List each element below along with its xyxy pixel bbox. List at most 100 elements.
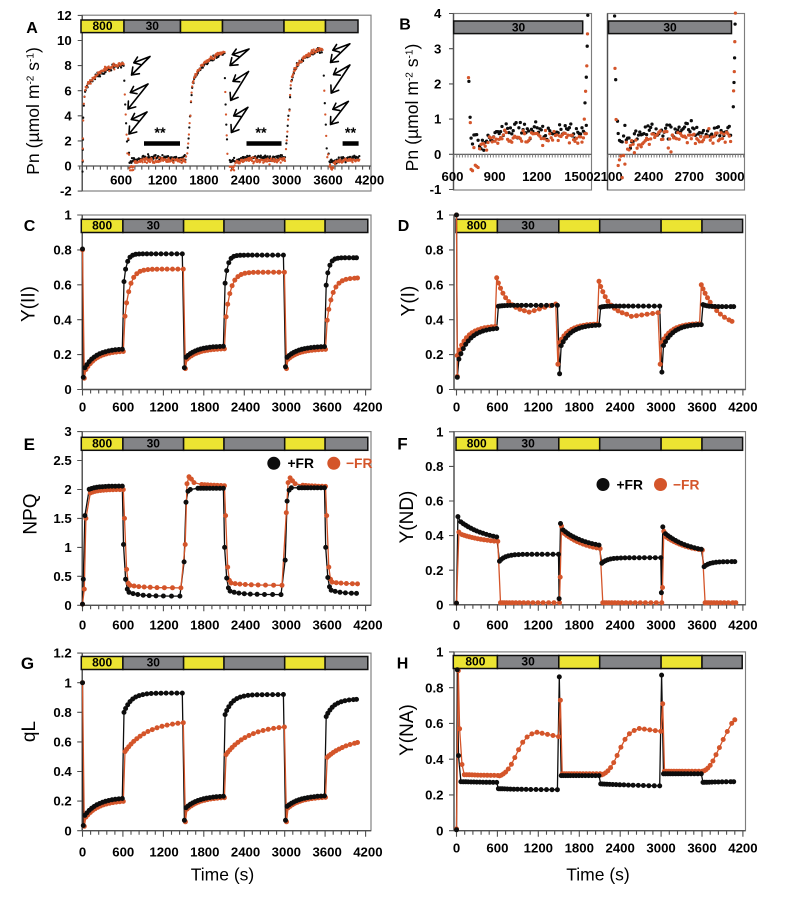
svg-text:1800: 1800	[565, 617, 594, 632]
svg-text:0.6: 0.6	[425, 494, 443, 509]
svg-text:2700: 2700	[675, 169, 704, 184]
svg-text:1.5: 1.5	[53, 511, 71, 526]
svg-text:0.8: 0.8	[53, 243, 71, 258]
svg-text:0.8: 0.8	[53, 705, 71, 720]
svg-text:2: 2	[434, 77, 441, 92]
svg-text:3600: 3600	[312, 400, 341, 415]
svg-text:0: 0	[434, 147, 441, 162]
svg-text:0.5: 0.5	[53, 569, 71, 584]
svg-text:3600: 3600	[312, 617, 341, 632]
svg-text:Pn (µmol m-2 s-1): Pn (µmol m-2 s-1)	[402, 44, 422, 172]
svg-text:0: 0	[436, 382, 443, 397]
svg-text:D: D	[398, 218, 410, 235]
svg-text:C: C	[24, 218, 36, 235]
svg-text:4200: 4200	[728, 841, 757, 856]
svg-text:−FR: −FR	[673, 477, 699, 492]
svg-text:+FR: +FR	[617, 477, 643, 492]
svg-text:4200: 4200	[355, 173, 384, 188]
svg-text:Time (s): Time (s)	[566, 865, 630, 885]
svg-text:2400: 2400	[606, 617, 635, 632]
svg-text:1800: 1800	[190, 617, 219, 632]
svg-text:3: 3	[64, 424, 71, 439]
svg-text:G: G	[21, 654, 34, 673]
svg-text:**: **	[154, 126, 166, 142]
svg-text:0: 0	[79, 617, 86, 632]
svg-text:A: A	[26, 20, 38, 37]
svg-text:1: 1	[436, 645, 443, 660]
svg-text:**: **	[255, 126, 267, 142]
svg-text:0: 0	[79, 844, 86, 859]
svg-text:4: 4	[64, 108, 72, 123]
svg-text:600: 600	[486, 841, 508, 856]
svg-text:B: B	[399, 17, 411, 34]
svg-text:0.4: 0.4	[425, 752, 444, 767]
svg-text:-2: -2	[60, 184, 72, 199]
svg-text:0.4: 0.4	[425, 528, 444, 543]
svg-text:800: 800	[92, 219, 112, 233]
svg-text:0: 0	[64, 823, 71, 838]
svg-text:4200: 4200	[353, 400, 382, 415]
svg-text:−FR: −FR	[346, 456, 372, 471]
svg-text:Y(NA): Y(NA)	[397, 704, 418, 756]
svg-text:4200: 4200	[353, 617, 382, 632]
svg-text:10: 10	[57, 33, 72, 48]
svg-text:8: 8	[64, 58, 71, 73]
svg-text:E: E	[24, 435, 35, 454]
svg-text:2400: 2400	[231, 400, 260, 415]
svg-text:3600: 3600	[687, 400, 716, 415]
svg-text:Y(ND): Y(ND)	[397, 491, 418, 544]
svg-text:0.2: 0.2	[425, 347, 443, 362]
svg-text:F: F	[397, 435, 407, 454]
svg-text:2400: 2400	[634, 169, 663, 184]
svg-text:600: 600	[441, 169, 463, 184]
svg-text:0: 0	[436, 823, 443, 838]
svg-text:1800: 1800	[189, 173, 218, 188]
svg-text:3000: 3000	[646, 400, 675, 415]
svg-text:800: 800	[467, 219, 487, 233]
svg-text:0.8: 0.8	[425, 243, 443, 258]
svg-text:0: 0	[64, 159, 71, 174]
svg-text:2.5: 2.5	[53, 453, 71, 468]
svg-text:30: 30	[521, 219, 535, 233]
svg-text:0.4: 0.4	[53, 764, 72, 779]
svg-text:4200: 4200	[728, 400, 757, 415]
svg-text:0: 0	[79, 400, 86, 415]
svg-text:1200: 1200	[149, 617, 178, 632]
svg-text:1: 1	[434, 112, 441, 127]
svg-text:600: 600	[112, 617, 134, 632]
svg-text:600: 600	[486, 400, 508, 415]
svg-text:2100: 2100	[593, 169, 622, 184]
svg-text:800: 800	[465, 655, 485, 669]
svg-text:H: H	[397, 656, 409, 673]
svg-text:800: 800	[92, 437, 112, 451]
svg-text:0.6: 0.6	[53, 735, 71, 750]
svg-text:800: 800	[467, 437, 487, 451]
svg-text:3000: 3000	[272, 844, 301, 859]
svg-text:30: 30	[521, 655, 535, 669]
svg-text:0: 0	[64, 598, 71, 613]
svg-text:3000: 3000	[646, 617, 675, 632]
svg-text:3000: 3000	[272, 617, 301, 632]
svg-text:Y(I): Y(I)	[399, 286, 420, 317]
svg-text:600: 600	[486, 617, 508, 632]
svg-text:NPQ: NPQ	[21, 493, 42, 534]
svg-text:30: 30	[512, 20, 526, 34]
svg-text:0.2: 0.2	[53, 347, 71, 362]
svg-text:Y(II): Y(II)	[19, 286, 40, 322]
svg-text:0.2: 0.2	[425, 788, 443, 803]
svg-text:qL: qL	[19, 721, 40, 742]
svg-text:3600: 3600	[312, 844, 341, 859]
svg-text:30: 30	[147, 219, 161, 233]
svg-text:Pn (µmol m-2 s-1): Pn (µmol m-2 s-1)	[23, 47, 43, 175]
svg-text:3600: 3600	[313, 173, 342, 188]
svg-text:0.2: 0.2	[53, 794, 71, 809]
svg-text:**: **	[345, 126, 357, 142]
svg-text:30: 30	[663, 20, 677, 34]
svg-text:600: 600	[110, 173, 132, 188]
svg-text:600: 600	[112, 844, 134, 859]
svg-text:30: 30	[147, 656, 161, 670]
svg-text:2400: 2400	[231, 173, 260, 188]
svg-text:1200: 1200	[524, 617, 553, 632]
svg-text:0.8: 0.8	[425, 680, 443, 695]
svg-text:1800: 1800	[190, 844, 219, 859]
